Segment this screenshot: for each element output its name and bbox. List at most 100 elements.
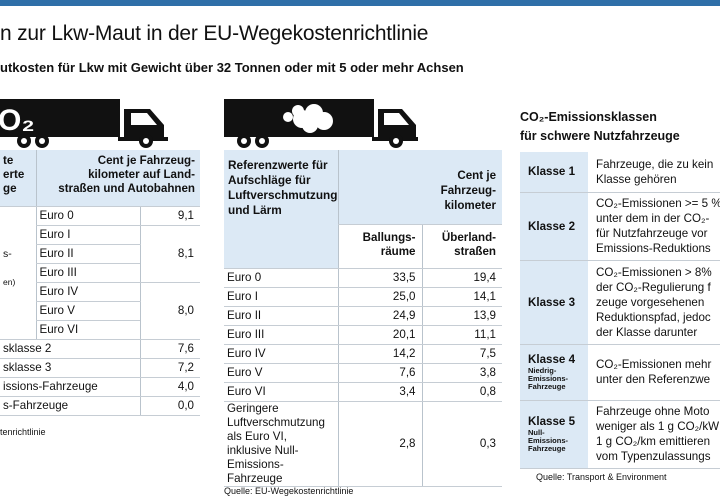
table-row-value: 14,1 [421, 287, 503, 307]
table1-head-left: te erte ge [0, 150, 36, 207]
desc-line: unter dem in der CO₂- [596, 212, 710, 225]
table-row-value: 3,8 [421, 363, 503, 383]
table-row-value: 9,1 [139, 206, 201, 226]
table-row-value: 33,5 [337, 268, 422, 288]
klasse-sublabel: Niedrig-Emissions-Fahrzeuge [528, 366, 569, 391]
table3-source: Quelle: Transport & Environment [536, 472, 667, 482]
table-row-label: Euro II [224, 306, 338, 326]
table-row-value: 0,8 [421, 382, 503, 402]
klasse-label: Klasse 3 [528, 295, 576, 309]
table-row-label: Euro I [224, 287, 338, 307]
desc-line: vom Typenzulassungs [596, 450, 711, 463]
table3-heading-line2: für schwere Nutzfahrzeuge [520, 129, 680, 143]
desc-line: CO₂-Emissionen > 8% [596, 265, 712, 279]
table3-klasse-cell: Klasse 4 Niedrig-Emissions-Fahrzeuge [520, 344, 588, 401]
table-row-value: 8,1 [139, 225, 201, 283]
table3-desc-cell: CO₂-Emissionen > 8% der CO₂-Regulierung … [588, 260, 720, 345]
desc-line: CO₂-Emissionen >= 5 % [596, 197, 720, 210]
table-row-label: Euro 0 [35, 206, 140, 226]
table-row-label: Euro I [35, 225, 140, 245]
table-row-value: 11,1 [421, 325, 503, 345]
table-row-value: 7,6 [139, 339, 201, 359]
table-row-label: Euro III [35, 263, 140, 283]
table3-desc-cell: Fahrzeuge, die zu kein Klasse gehören [588, 152, 720, 193]
truck-co2-icon: O₂ [0, 99, 168, 148]
desc-line: für Nutzfahrzeuge vor [596, 227, 708, 240]
table1-side-line: en) [3, 276, 16, 287]
table-row-value: 19,4 [421, 268, 503, 288]
table2-col-ballungsraeume: Ballungs-räume [337, 224, 422, 269]
table-row-label: Euro IV [224, 344, 338, 364]
desc-line: Emissions-Reduktions [596, 242, 711, 255]
table-row-label: s-Fahrzeuge [0, 396, 140, 416]
table3-klasse-cell: Klasse 1 [520, 152, 588, 193]
table-row-value: 13,9 [421, 306, 503, 326]
desc-line: CO₂-Emissionen mehr [596, 358, 712, 371]
table1-side-cell: s- en) [0, 206, 36, 340]
table2-head-right: Cent je Fahrzeug-kilometer [337, 150, 503, 225]
table1-head-left-line: erte [3, 168, 25, 181]
desc-line: weniger als 1 g CO₂/kW [596, 420, 720, 433]
table1-head-right-line: straßen und Autobahnen [58, 182, 196, 195]
table-row-value: 0,3 [421, 401, 503, 487]
table-row-label: Euro VI [35, 320, 140, 340]
table-row-value: 7,2 [139, 358, 201, 378]
table3-klasse-cell: Klasse 3 [520, 260, 588, 345]
table-row-label: Euro II [35, 244, 140, 264]
table3-klasse-cell: Klasse 5 Null-Emissions-Fahrzeuge [520, 400, 588, 469]
table1-head-right: Cent je Fahrzeug- kilometer auf Land- st… [35, 150, 201, 207]
table-row-label: Geringere Luftverschmutzung als Euro VI,… [224, 401, 338, 487]
table-row-label: Euro IV [35, 282, 140, 302]
table-row-label: Euro 0 [224, 268, 338, 288]
desc-line: Fahrzeuge ohne Moto [596, 405, 710, 418]
table2-source: Quelle: EU-Wegekostenrichtlinie [224, 486, 354, 496]
table-row-value: 4,0 [139, 377, 201, 397]
desc-line: 1 g CO₂/km emittieren [596, 435, 711, 448]
klasse-label: Klasse 2 [528, 219, 576, 233]
top-accent-bar [0, 0, 720, 6]
klasse-label: Klasse 4 [528, 353, 576, 366]
table-infrastructure-costs: te erte ge Cent je Fahrzeug- kilometer a… [0, 150, 201, 416]
desc-line: Klasse gehören [596, 172, 677, 186]
table-row-value: 14,2 [337, 344, 422, 364]
table-row-label: issions-Fahrzeuge [0, 377, 140, 397]
table-row-label: sklasse 2 [0, 339, 140, 359]
table-row-label: Euro VI [224, 382, 338, 402]
table3-klasse-cell: Klasse 2 [520, 192, 588, 261]
desc-line: Fahrzeuge, die zu kein [596, 157, 714, 171]
desc-line: unter den Referenzwe [596, 373, 711, 386]
table-row-value: 20,1 [337, 325, 422, 345]
desc-line: der Klasse darunter [596, 325, 698, 339]
table-row-label: Euro V [224, 363, 338, 383]
klasse-label: Klasse 1 [528, 165, 576, 179]
table-row-label: Euro III [224, 325, 338, 345]
table1-head-right-line: kilometer auf Land- [88, 168, 196, 181]
desc-line: der CO₂-Regulierung f [596, 280, 711, 294]
page-subtitle: utkosten für Lkw mit Gewicht über 32 Ton… [0, 60, 464, 75]
truck-co2-label: O₂ [0, 104, 35, 137]
table3-heading: CO₂-Emissionsklassen für schwere Nutzfah… [520, 108, 680, 146]
table-row-value: 7,6 [337, 363, 422, 383]
table2-head-left: Referenzwerte für Aufschläge für Luftver… [224, 150, 338, 269]
table-row-value: 3,4 [337, 382, 422, 402]
table3-desc-cell: Fahrzeuge ohne Moto weniger als 1 g CO₂/… [588, 400, 720, 469]
table-row-value: 24,9 [337, 306, 422, 326]
table-air-pollution-surcharge: Referenzwerte für Aufschläge für Luftver… [224, 150, 503, 487]
table-co2-classes: Klasse 1 Fahrzeuge, die zu kein Klasse g… [520, 152, 720, 469]
table-row-value: 7,5 [421, 344, 503, 364]
table1-head-left-line: te [3, 154, 14, 167]
table-row-value: 0,0 [139, 396, 201, 416]
table1-side-line: s- [3, 247, 12, 260]
klasse-label: Klasse 5 [528, 415, 576, 428]
table-row-label: sklasse 3 [0, 358, 140, 378]
table-row-value: 25,0 [337, 287, 422, 307]
table3-desc-cell: CO₂-Emissionen >= 5 % unter dem in der C… [588, 192, 720, 261]
table-row-label: Euro V [35, 301, 140, 321]
table-row-value: 2,8 [337, 401, 422, 487]
desc-line: zeuge vorgesehenen [596, 295, 705, 309]
klasse-sublabel: Null-Emissions-Fahrzeuge [528, 428, 569, 453]
table1-head-right-line: Cent je Fahrzeug- [97, 154, 196, 167]
table3-heading-line1: CO₂-Emissionsklassen [520, 110, 657, 124]
table-row-value: 8,0 [139, 282, 201, 340]
page-title: n zur Lkw-Maut in der EU-Wegekostenricht… [0, 22, 429, 45]
